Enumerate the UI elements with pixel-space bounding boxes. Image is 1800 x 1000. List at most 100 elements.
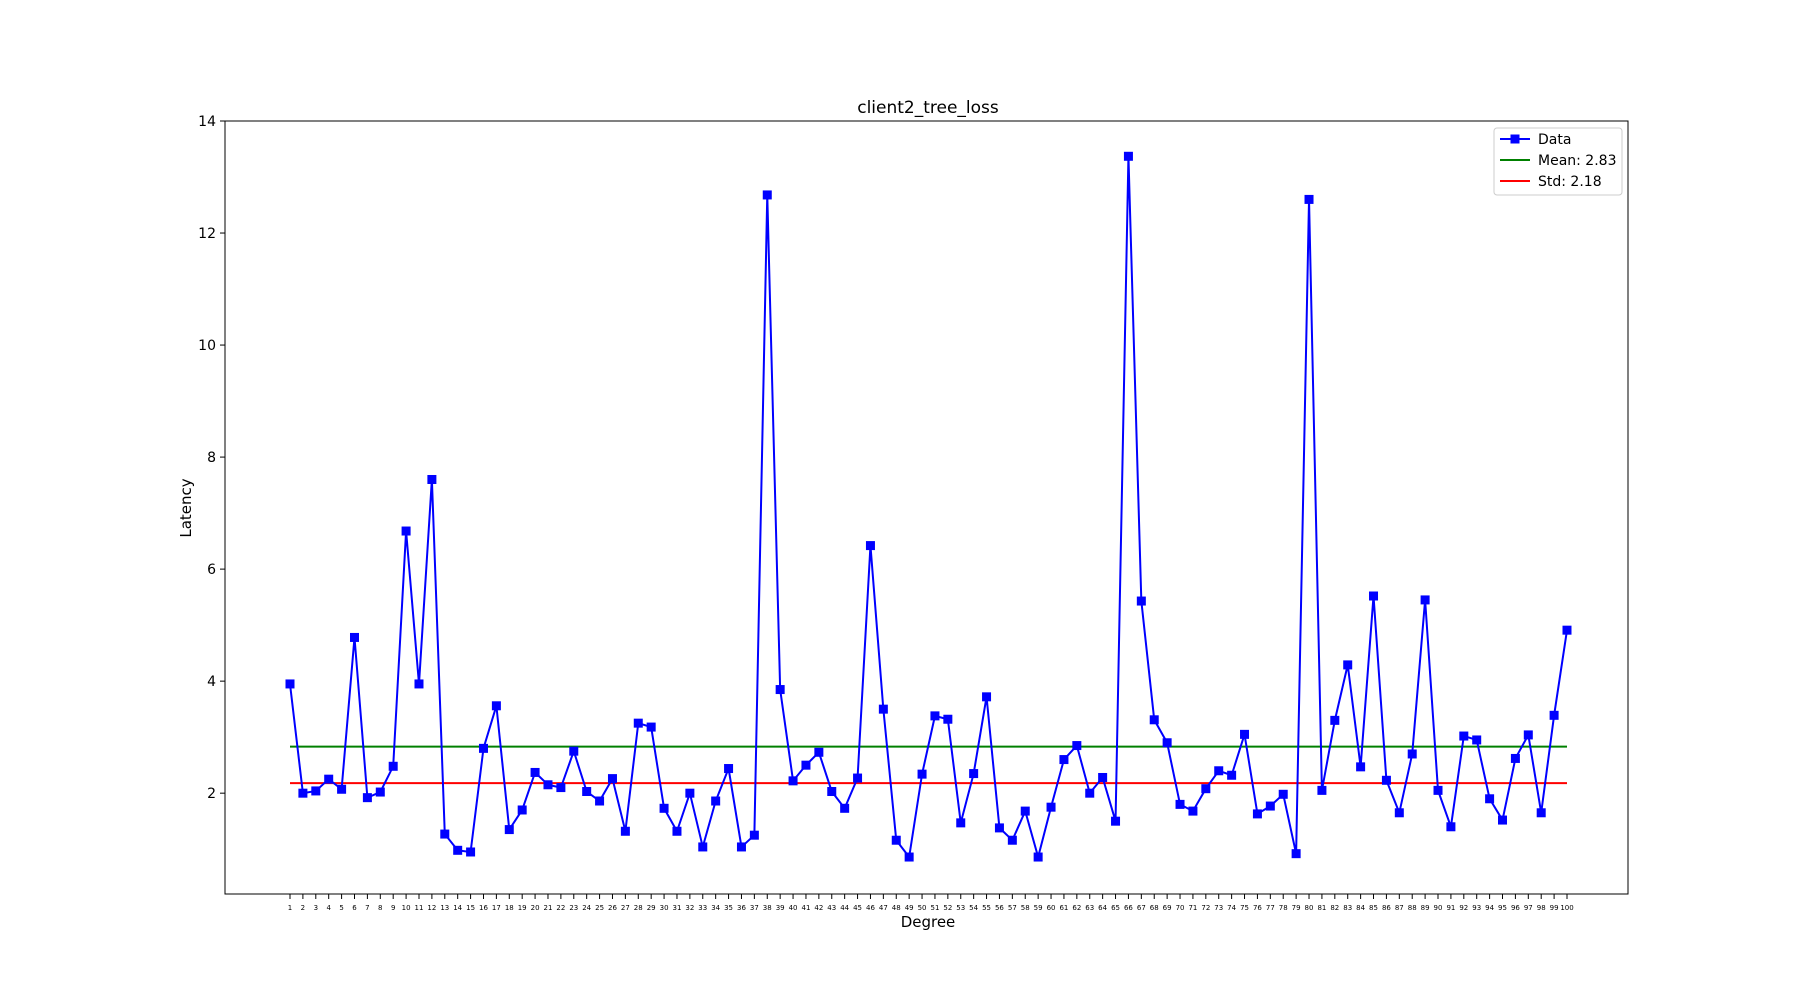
- data-point-82: [1330, 715, 1340, 725]
- x-tick-label: 96: [1511, 904, 1520, 912]
- data-point-43: [827, 786, 837, 796]
- x-tick-label: 55: [982, 904, 991, 912]
- x-tick-label: 66: [1124, 904, 1133, 912]
- data-point-48: [891, 835, 901, 845]
- x-tick-label: 60: [1047, 904, 1056, 912]
- x-tick-label: 84: [1356, 904, 1365, 912]
- data-point-28: [633, 718, 643, 728]
- x-tick-label: 11: [415, 904, 424, 912]
- legend: Data Mean: 2.83 Std: 2.18: [1493, 127, 1623, 196]
- x-tick-label: 54: [969, 904, 978, 912]
- data-point-68: [1149, 715, 1159, 725]
- x-tick-label: 56: [995, 904, 1004, 912]
- x-tick-label: 18: [505, 904, 514, 912]
- data-point-86: [1381, 775, 1391, 785]
- data-point-55: [982, 692, 992, 702]
- data-point-12: [427, 474, 437, 484]
- y-tick-label: 2: [207, 786, 216, 802]
- data-point-65: [1111, 816, 1121, 826]
- data-point-29: [646, 722, 656, 732]
- data-point-2: [298, 788, 308, 798]
- data-point-71: [1188, 806, 1198, 816]
- x-tick-label: 37: [750, 904, 759, 912]
- data-point-92: [1459, 731, 1469, 741]
- y-axis-ticks: 2 4 6 8 10 12 14: [198, 114, 225, 802]
- data-point-20: [530, 767, 540, 777]
- x-tick-label: 27: [621, 904, 630, 912]
- x-tick-label: 16: [479, 904, 488, 912]
- x-tick-label: 58: [1021, 904, 1030, 912]
- x-tick-label: 5: [339, 904, 343, 912]
- x-tick-label: 68: [1150, 904, 1159, 912]
- data-point-69: [1162, 738, 1172, 748]
- y-tick-label: 14: [198, 114, 216, 130]
- data-point-38: [762, 190, 772, 200]
- data-point-90: [1433, 785, 1443, 795]
- x-tick-label: 65: [1111, 904, 1120, 912]
- data-point-91: [1446, 822, 1456, 832]
- data-point-84: [1356, 762, 1366, 772]
- x-tick-label: 31: [673, 904, 682, 912]
- x-tick-label: 36: [737, 904, 746, 912]
- x-tick-label: 44: [840, 904, 849, 912]
- x-tick-label: 95: [1498, 904, 1507, 912]
- data-point-24: [582, 786, 592, 796]
- x-tick-label: 90: [1434, 904, 1443, 912]
- data-point-19: [517, 805, 527, 815]
- legend-std-label: Std: 2.18: [1538, 174, 1602, 190]
- data-point-73: [1214, 766, 1224, 776]
- data-point-32: [685, 788, 695, 798]
- x-tick-label: 91: [1446, 904, 1455, 912]
- x-tick-label: 39: [776, 904, 785, 912]
- data-point-64: [1098, 772, 1108, 782]
- legend-data-label: Data: [1538, 132, 1571, 148]
- data-point-44: [840, 803, 850, 813]
- x-tick-label: 70: [1176, 904, 1185, 912]
- data-point-4: [324, 774, 334, 784]
- x-tick-label: 72: [1201, 904, 1210, 912]
- data-point-50: [917, 769, 927, 779]
- y-tick-label: 8: [207, 450, 216, 466]
- legend-data-marker: [1510, 134, 1520, 144]
- data-point-33: [698, 842, 708, 852]
- x-tick-label: 10: [402, 904, 411, 912]
- data-point-98: [1536, 808, 1546, 818]
- legend-box: [1493, 127, 1623, 196]
- x-tick-label: 77: [1266, 904, 1275, 912]
- x-tick-label: 3: [314, 904, 318, 912]
- x-tick-label: 93: [1472, 904, 1481, 912]
- data-point-46: [865, 541, 875, 551]
- data-point-62: [1072, 741, 1082, 751]
- data-point-59: [1033, 852, 1043, 862]
- data-point-93: [1472, 735, 1482, 745]
- data-point-35: [724, 764, 734, 774]
- data-point-34: [711, 796, 721, 806]
- x-tick-label: 87: [1395, 904, 1404, 912]
- x-tick-label: 13: [440, 904, 449, 912]
- data-point-47: [878, 704, 888, 714]
- y-axis-label: Latency: [177, 478, 195, 537]
- x-tick-label: 76: [1253, 904, 1262, 912]
- x-tick-label: 48: [892, 904, 901, 912]
- data-point-53: [956, 818, 966, 828]
- x-tick-label: 52: [943, 904, 952, 912]
- data-point-76: [1252, 809, 1262, 819]
- data-point-7: [362, 793, 372, 803]
- data-point-1: [285, 679, 295, 689]
- data-point-52: [943, 714, 953, 724]
- data-point-16: [478, 743, 488, 753]
- data-point-99: [1549, 710, 1559, 720]
- data-point-41: [801, 760, 811, 770]
- x-tick-label: 33: [698, 904, 707, 912]
- x-tick-label: 30: [660, 904, 669, 912]
- x-tick-label: 83: [1343, 904, 1352, 912]
- x-tick-label: 67: [1137, 904, 1146, 912]
- data-point-10: [401, 526, 411, 536]
- data-point-63: [1085, 788, 1095, 798]
- x-tick-label: 92: [1459, 904, 1468, 912]
- data-point-8: [375, 787, 385, 797]
- data-point-36: [736, 842, 746, 852]
- data-point-49: [904, 852, 914, 862]
- data-point-18: [504, 825, 514, 835]
- x-tick-label: 2: [301, 904, 305, 912]
